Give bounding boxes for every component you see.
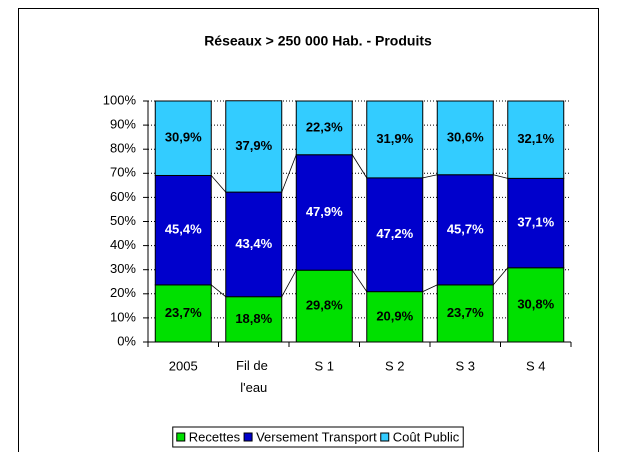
y-tick-label: 90% (110, 117, 136, 132)
value-label: 30,6% (447, 129, 484, 144)
chart-title: Réseaux > 250 000 Hab. - Produits (204, 33, 432, 49)
value-label: 23,7% (165, 305, 202, 320)
legend-label: Recettes (189, 429, 241, 444)
y-tick-label: 100% (103, 92, 137, 107)
legend: Recettes Versement Transport Coût Public (172, 426, 464, 448)
y-tick-label: 60% (110, 189, 136, 204)
series-line (493, 174, 508, 179)
bar-segment (295, 269, 353, 343)
series-line (281, 154, 297, 193)
legend-box (172, 426, 464, 448)
value-label: 45,7% (447, 221, 484, 236)
bar-segment (154, 174, 212, 286)
value-label: 32,1% (517, 131, 554, 146)
y-tick-label: 40% (110, 237, 136, 252)
y-tick-label: 0% (117, 333, 136, 348)
value-label: 30,9% (165, 130, 202, 145)
bar-segment (436, 100, 494, 176)
series-line (422, 284, 438, 292)
value-label: 31,9% (376, 131, 413, 146)
y-tick-label: 10% (110, 309, 136, 324)
bar-segment (225, 191, 283, 298)
value-label: 30,8% (517, 296, 554, 311)
bar-segment (154, 284, 212, 343)
bar-segment (295, 154, 353, 271)
y-tick-label: 50% (110, 213, 136, 228)
value-label: 37,1% (517, 215, 554, 230)
x-tick-label: S 2 (385, 358, 405, 373)
bar-segment (154, 100, 212, 176)
value-label: 29,8% (306, 298, 343, 313)
legend-label: Coût Public (393, 429, 460, 444)
bar-segment (507, 177, 565, 269)
value-label: 47,9% (306, 204, 343, 219)
bar-segment (436, 284, 494, 343)
value-label: 47,2% (376, 226, 413, 241)
y-tick-label: 30% (110, 261, 136, 276)
value-label: 20,9% (376, 308, 413, 323)
value-label: 37,9% (235, 138, 272, 153)
y-tick-label: 20% (110, 285, 136, 300)
bar-segment (366, 291, 424, 343)
bar-segment (366, 100, 424, 179)
y-tick-label: 80% (110, 141, 136, 156)
value-label: 43,4% (235, 236, 272, 251)
x-tick-label: S 1 (314, 358, 334, 373)
bar-segment (507, 100, 565, 179)
bar-segment (225, 100, 283, 193)
value-label: 18,8% (235, 311, 272, 326)
bar-segment (507, 267, 565, 343)
series-line (351, 269, 368, 292)
x-tick-label: 2005 (169, 358, 198, 373)
y-tick-label: 70% (110, 165, 136, 180)
x-tick-label: S 4 (526, 358, 546, 373)
series-line (210, 284, 227, 298)
series-line (210, 175, 227, 193)
series-line (492, 267, 509, 286)
legend-swatch (243, 432, 253, 442)
x-tick-label: Fil de l'eau (236, 358, 271, 395)
value-label: 45,4% (165, 222, 202, 237)
legend-swatch (176, 432, 186, 442)
legend-label: Versement Transport (256, 429, 377, 444)
x-tick-label: S 3 (455, 358, 475, 373)
series-line (351, 154, 368, 179)
legend-swatch (380, 432, 390, 442)
value-label: 23,7% (447, 305, 484, 320)
series-line (281, 269, 297, 297)
series-line (422, 174, 438, 179)
value-label: 22,3% (306, 119, 343, 134)
bar-segment (295, 100, 353, 156)
